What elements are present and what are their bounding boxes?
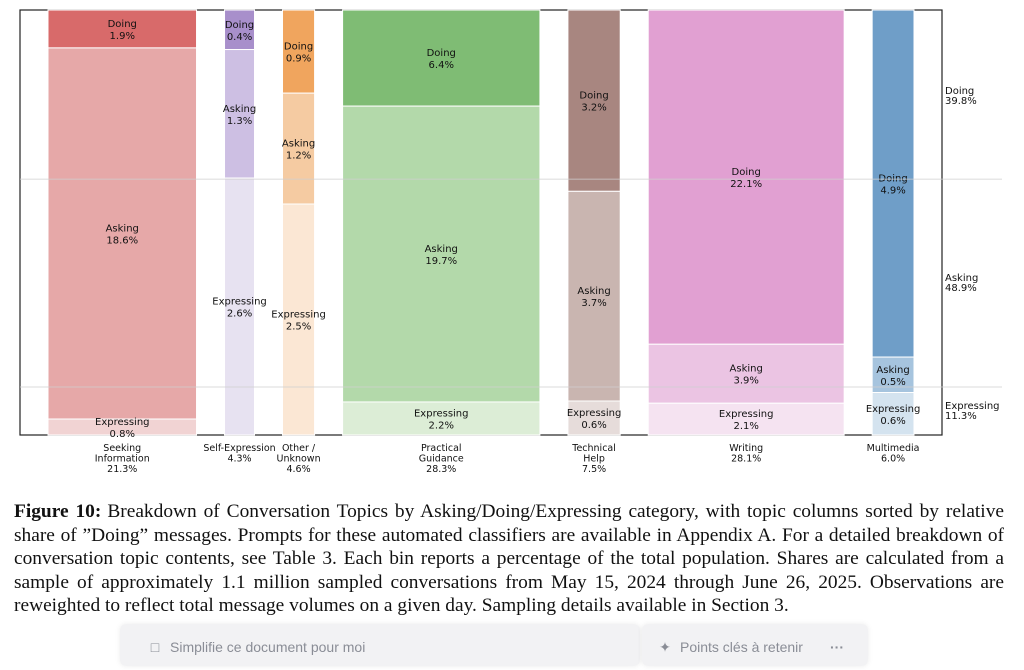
- ai-assistant-bar[interactable]: [120, 624, 640, 666]
- segment-label-0-expressing: Expressing: [95, 417, 150, 428]
- column-label-0-0: Seeking: [103, 443, 141, 454]
- segment-value-2-doing: 0.9%: [286, 54, 311, 65]
- segment-label-4-doing: Doing: [579, 91, 608, 102]
- column-label-0-1: Information: [95, 454, 150, 465]
- segment-label-3-asking: Asking: [425, 244, 458, 255]
- segment-value-2-expressing: 2.5%: [286, 322, 311, 333]
- segment-label-1-doing: Doing: [225, 20, 254, 31]
- column-label-0-2: 21.3%: [107, 464, 137, 475]
- marimekko-chart: Doing1.9%Asking18.6%Expressing0.8%Seekin…: [19, 9, 1002, 475]
- segment-label-0-doing: Doing: [108, 19, 137, 30]
- segment-value-6-asking: 0.5%: [880, 377, 905, 388]
- total-value-asking: 48.9%: [945, 283, 977, 294]
- bar-segment-3-doing: [342, 9, 541, 107]
- segment-value-1-expressing: 2.6%: [227, 309, 252, 320]
- chat-icon: □: [150, 639, 160, 655]
- segment-label-6-expressing: Expressing: [866, 404, 921, 415]
- segment-label-5-doing: Doing: [732, 167, 761, 178]
- segment-label-4-asking: Asking: [577, 286, 610, 297]
- total-label-asking: Asking: [945, 273, 978, 284]
- figure-caption: Figure 10: Breakdown of Conversation Topi…: [14, 500, 1004, 618]
- bar-segment-1-expressing: [224, 177, 256, 436]
- sparkle-icon: ✦: [659, 639, 671, 655]
- column-label-5-1: 28.1%: [731, 454, 761, 465]
- column-label-2-0: Other /: [282, 443, 316, 454]
- simplify-document-button[interactable]: □ Simplifie ce document pour moi: [146, 624, 366, 666]
- column-label-2-2: 4.6%: [286, 464, 310, 475]
- segment-label-2-doing: Doing: [284, 42, 313, 53]
- column-label-4-1: Help: [583, 454, 605, 465]
- segment-label-0-asking: Asking: [106, 223, 139, 234]
- segment-value-2-asking: 1.2%: [286, 151, 311, 162]
- bar-segment-5-doing: [647, 9, 845, 345]
- bar-segment-5-expressing: [647, 402, 845, 436]
- segment-value-1-asking: 1.3%: [227, 116, 252, 127]
- segment-label-5-asking: Asking: [730, 364, 763, 375]
- segment-label-2-asking: Asking: [282, 139, 315, 150]
- bar-segment-5-asking: [647, 343, 845, 404]
- column-label-3-0: Practical: [421, 443, 462, 454]
- segment-value-3-expressing: 2.2%: [429, 420, 454, 431]
- column-label-3-2: 28.3%: [426, 464, 456, 475]
- column-label-3-1: Guidance: [419, 454, 464, 465]
- bar-segment-2-expressing: [282, 203, 316, 436]
- segment-value-6-expressing: 0.6%: [880, 416, 905, 427]
- segment-label-1-asking: Asking: [223, 104, 256, 115]
- column-label-6-0: Multimedia: [867, 443, 920, 454]
- bar-segment-1-doing: [224, 9, 256, 51]
- more-options-button[interactable]: ···: [830, 639, 844, 655]
- key-points-bar[interactable]: [642, 624, 868, 666]
- segment-label-5-expressing: Expressing: [719, 409, 774, 420]
- segment-value-4-expressing: 0.6%: [581, 420, 606, 431]
- segment-label-4-expressing: Expressing: [567, 408, 622, 419]
- bar-segment-6-doing: [871, 9, 915, 358]
- column-label-6-1: 6.0%: [881, 454, 905, 465]
- segment-value-0-asking: 18.6%: [106, 235, 138, 246]
- key-points-button[interactable]: ✦ Points clés à retenir: [656, 624, 803, 666]
- segment-value-4-asking: 3.7%: [581, 298, 606, 309]
- bar-segment-4-expressing: [567, 400, 621, 436]
- segment-label-3-doing: Doing: [427, 48, 456, 59]
- total-label-doing: Doing: [945, 86, 974, 97]
- caption-lead: Figure 10:: [14, 501, 102, 522]
- column-label-4-2: 7.5%: [582, 464, 606, 475]
- column-label-1-1: 4.3%: [227, 454, 251, 465]
- bar-segment-0-asking: [47, 47, 198, 420]
- caption-text: Breakdown of Conversation Topics by Aski…: [14, 501, 1004, 616]
- segment-label-3-expressing: Expressing: [414, 408, 469, 419]
- bar-segment-6-expressing: [871, 392, 915, 436]
- segment-value-5-doing: 22.1%: [730, 179, 762, 190]
- bar-segment-4-doing: [567, 9, 621, 192]
- column-label-1-0: Self-Expression: [203, 443, 275, 454]
- column-label-4-0: Technical: [571, 443, 616, 454]
- bar-segment-3-asking: [342, 105, 541, 403]
- segment-value-3-asking: 19.7%: [425, 256, 457, 267]
- total-label-expressing: Expressing: [945, 401, 1000, 412]
- segment-value-3-doing: 6.4%: [429, 60, 454, 71]
- segment-label-1-expressing: Expressing: [212, 297, 267, 308]
- bar-segment-2-asking: [282, 92, 316, 205]
- segment-value-4-doing: 3.2%: [581, 103, 606, 114]
- column-label-2-1: Unknown: [276, 454, 320, 465]
- total-value-doing: 39.8%: [945, 96, 977, 107]
- segment-value-5-expressing: 2.1%: [733, 421, 758, 432]
- segment-value-0-expressing: 0.8%: [110, 429, 135, 440]
- total-value-expressing: 11.3%: [945, 411, 977, 422]
- segment-value-6-doing: 4.9%: [880, 186, 905, 197]
- segment-value-0-doing: 1.9%: [110, 31, 135, 42]
- column-label-5-0: Writing: [729, 443, 763, 454]
- segment-value-5-asking: 3.9%: [733, 376, 758, 387]
- bar-segment-4-asking: [567, 190, 621, 402]
- bar-segment-3-expressing: [342, 401, 541, 436]
- segment-label-6-asking: Asking: [876, 365, 909, 376]
- segment-value-1-doing: 0.4%: [227, 32, 252, 43]
- segment-label-2-expressing: Expressing: [271, 310, 326, 321]
- bar-segment-0-expressing: [47, 418, 198, 436]
